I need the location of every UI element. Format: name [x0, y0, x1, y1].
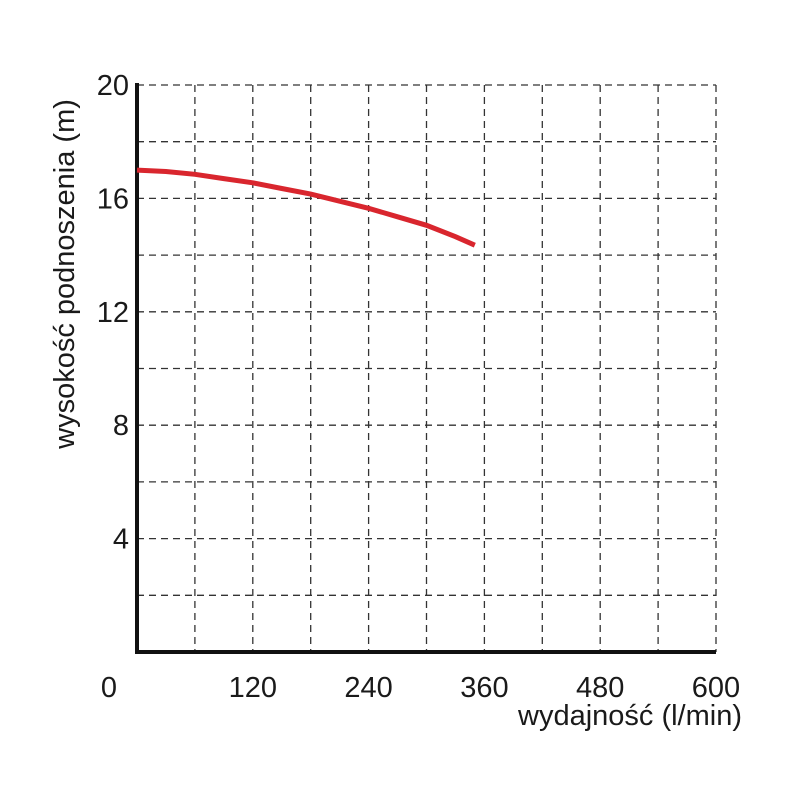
grid	[137, 84, 717, 652]
series-curve-1	[136, 167, 476, 248]
y-tick-label: 4	[113, 524, 129, 556]
axes	[135, 83, 716, 654]
y-tick-label: 16	[97, 183, 129, 215]
y-axis-title: wysokość podnoszenia (m)	[49, 99, 81, 450]
y-tick-label: 12	[97, 297, 129, 329]
x-tick-label: 480	[576, 672, 624, 704]
x-tick-label: 240	[344, 672, 392, 704]
y-tick-label: 20	[97, 70, 129, 102]
x-axis-title: wydajność (l/min)	[517, 700, 742, 732]
x-tick-label: 0	[101, 672, 117, 704]
x-tick-label: 120	[229, 672, 277, 704]
y-tick-label: 8	[113, 410, 129, 442]
x-tick-label: 600	[692, 672, 740, 704]
x-tick-label: 360	[460, 672, 508, 704]
tick-labels: 0 120 240 360 480 600 4 8 12 16 20	[97, 70, 740, 704]
series	[136, 167, 476, 248]
